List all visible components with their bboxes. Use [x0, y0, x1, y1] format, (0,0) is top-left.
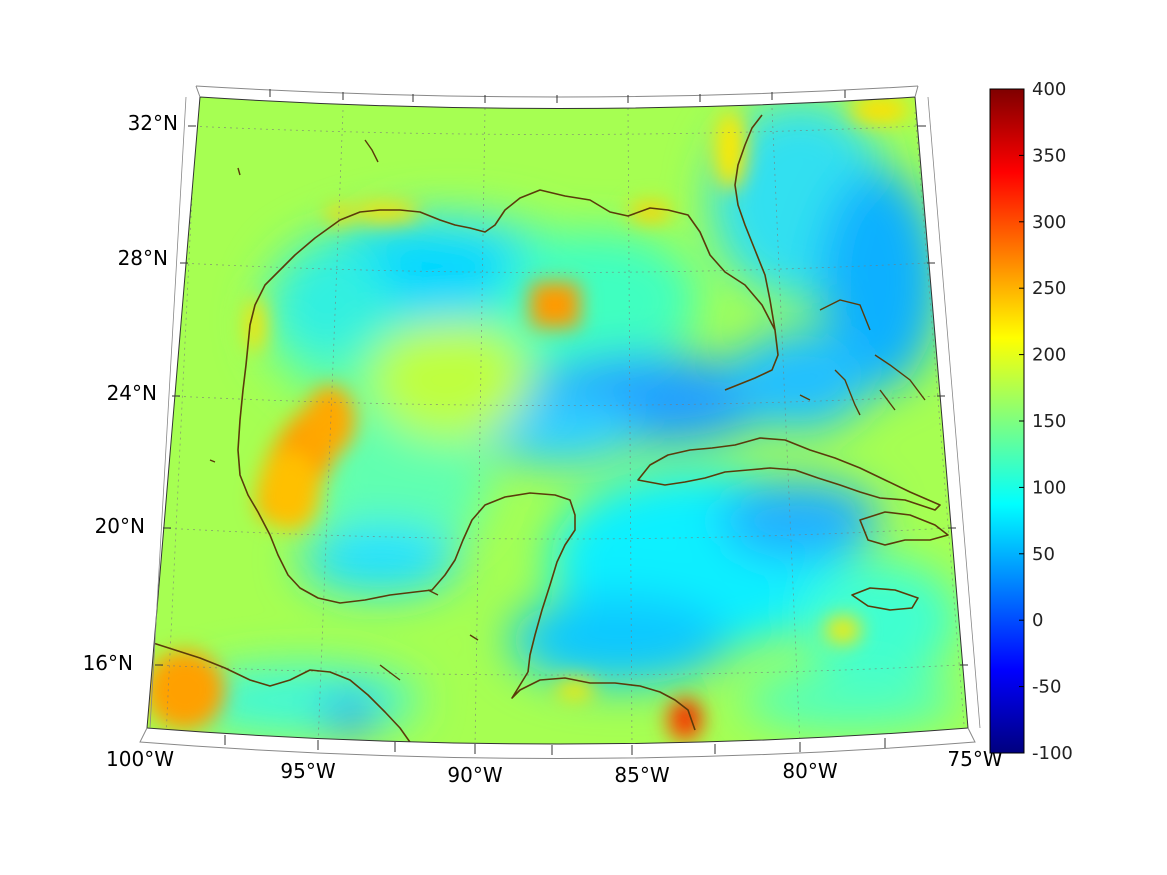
gulf-coastline [237, 189, 779, 673]
caribbean-coast [511, 671, 696, 731]
colorbar-tick-label: 0 [1032, 610, 1043, 631]
graticule [154, 107, 966, 744]
colorbar-tick-label: 50 [1032, 544, 1055, 565]
latitude-labels: 32°N 28°N 24°N 20°N 16°N [83, 111, 178, 675]
hispaniola-coast [859, 511, 949, 546]
frame-ticks [155, 89, 968, 755]
lon-label-90w: 90°W [447, 763, 502, 787]
colorbar-tick-label: -50 [1032, 677, 1061, 698]
colorbar-tick-label: -100 [1032, 743, 1073, 764]
florida-coast [734, 114, 776, 331]
colorbar-tick-label: 250 [1032, 278, 1066, 299]
jamaica-coast [851, 587, 919, 611]
lat-label-24n: 24°N [107, 381, 157, 405]
hot-patches [147, 97, 910, 742]
mexico-islands [209, 139, 479, 681]
lon-label-85w: 85°W [614, 763, 669, 787]
bahamas-islands [799, 299, 926, 416]
lon-label-100w: 100°W [106, 747, 174, 771]
lon-label-80w: 80°W [782, 759, 837, 783]
central-america-coast [149, 641, 413, 744]
colorbar-ticks: 400 350 300 250 200 150 100 50 0 -50 -100 [1019, 79, 1073, 764]
colorbar: 400 350 300 250 200 150 100 50 0 -50 -100 [989, 79, 1073, 764]
data-field [147, 97, 968, 744]
colorbar-tick-label: 200 [1032, 345, 1066, 366]
cuba-coast [637, 437, 941, 511]
coastlines [149, 114, 949, 744]
colorbar-tick-label: 400 [1032, 79, 1066, 100]
lat-label-20n: 20°N [95, 514, 145, 538]
colorbar-tick-label: 300 [1032, 212, 1066, 233]
colorbar-tick-label: 100 [1032, 477, 1066, 498]
colorbar-ramp [989, 88, 1025, 754]
map-frame [139, 85, 981, 759]
lat-label-16n: 16°N [83, 651, 133, 675]
longitude-labels: 100°W 95°W 90°W 85°W 80°W 75°W [106, 747, 1003, 787]
colorbar-tick-label: 150 [1032, 411, 1066, 432]
colorbar-tick-label: 350 [1032, 145, 1066, 166]
lat-label-28n: 28°N [118, 246, 168, 270]
lon-label-95w: 95°W [280, 759, 335, 783]
field-patches [180, 100, 960, 735]
lat-label-32n: 32°N [128, 111, 178, 135]
